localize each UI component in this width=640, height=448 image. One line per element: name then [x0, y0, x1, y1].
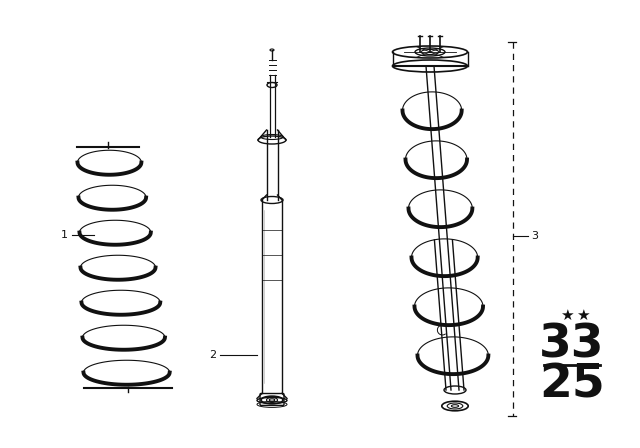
Text: 33: 33 [540, 323, 605, 367]
Text: ★: ★ [576, 307, 590, 323]
Text: 1: 1 [61, 230, 68, 240]
Text: ★: ★ [560, 307, 574, 323]
Text: 25: 25 [539, 362, 605, 408]
Text: 2: 2 [209, 350, 216, 360]
Text: 3: 3 [531, 232, 538, 241]
